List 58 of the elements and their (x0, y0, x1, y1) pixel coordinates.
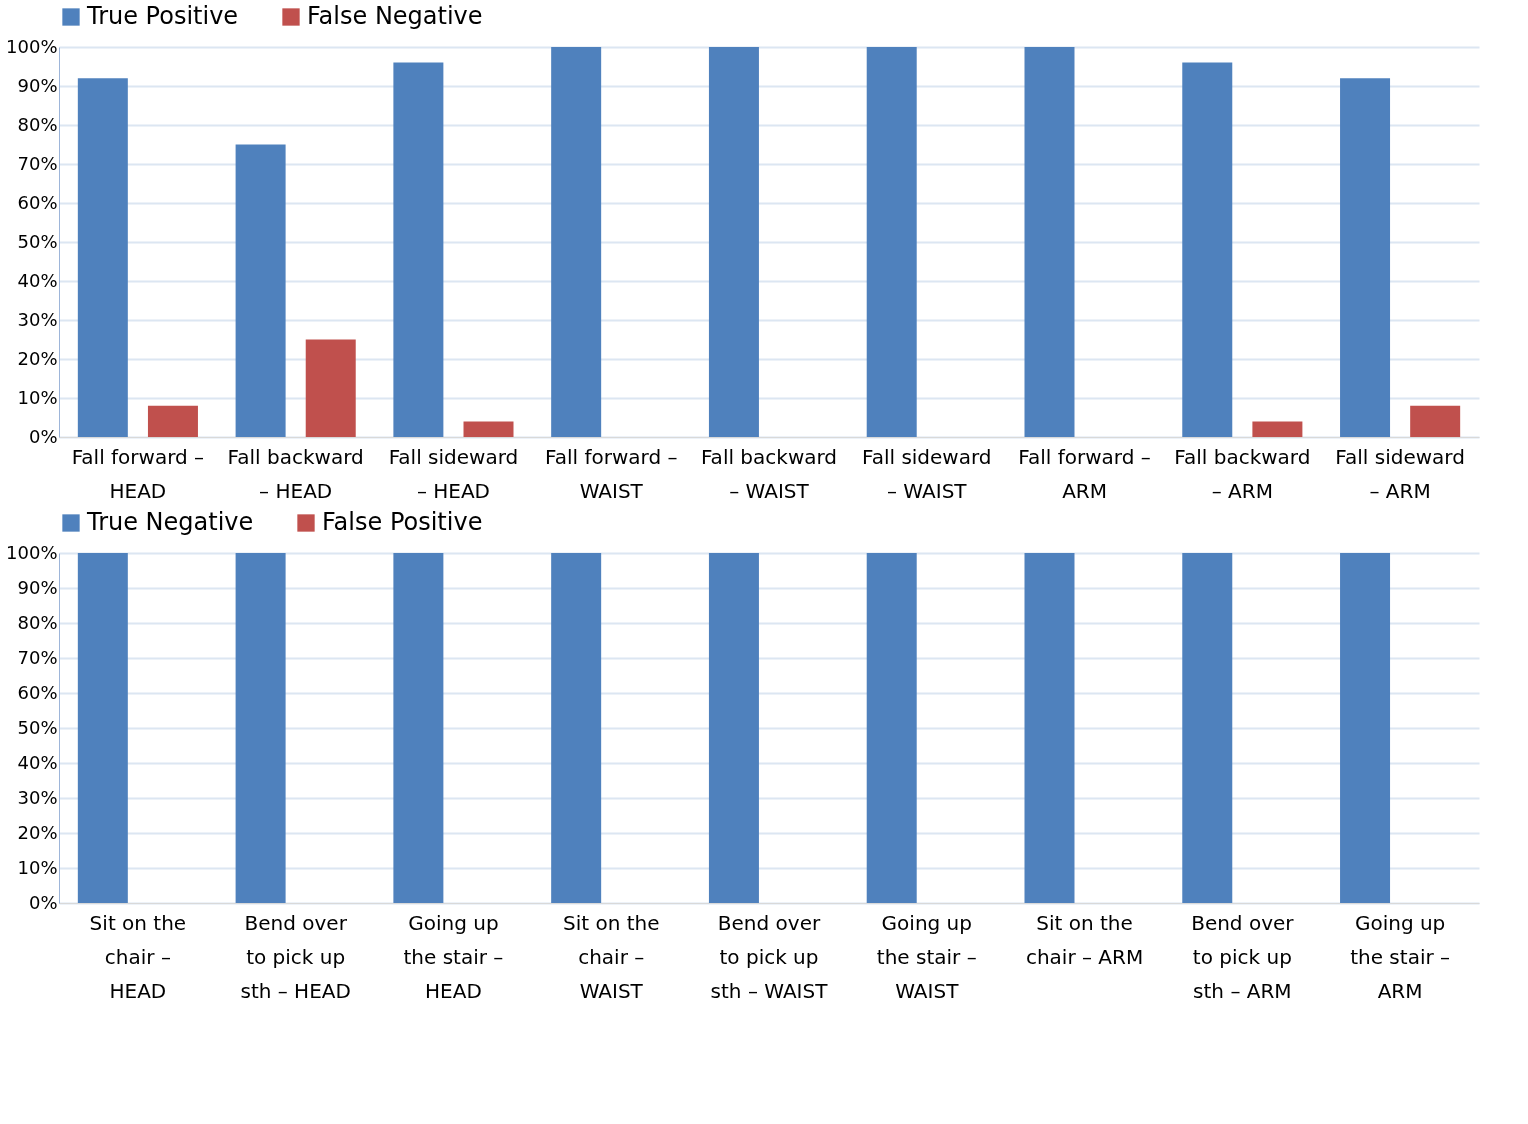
bar (551, 47, 602, 437)
bar (708, 47, 759, 437)
bar (147, 405, 198, 437)
y-tick-label: 30% (17, 786, 58, 808)
y-tick-label: 90% (17, 576, 58, 598)
y-tick-label: 10% (17, 856, 58, 878)
y-tick-label: 10% (17, 386, 58, 408)
y-tick-label: 50% (17, 230, 58, 252)
y-tick-label: 20% (17, 821, 58, 843)
legend-label: False Negative (307, 2, 483, 30)
y-tick-label: 80% (17, 113, 58, 135)
bar (393, 62, 444, 437)
y-tick-label: 0% (28, 891, 58, 913)
x-tick-label: Fall forward – HEAD (71, 444, 205, 503)
bar (1252, 421, 1303, 437)
y-tick-label: 30% (17, 308, 58, 330)
bar (1024, 47, 1075, 437)
y-tick-label: 70% (17, 646, 58, 668)
bar (1340, 78, 1391, 437)
x-tick-label: Going up the stair – WAIST (876, 910, 977, 1003)
x-tick-label: Fall sideward – ARM (1335, 444, 1465, 503)
x-tick-label: Bend over to pick up sth – WAIST (710, 910, 829, 1003)
bar (235, 144, 286, 437)
y-tick-label: 80% (17, 611, 58, 633)
x-tick-label: Fall sideward – WAIST (862, 444, 992, 503)
x-tick-label: Going up the stair – ARM (1350, 910, 1451, 1003)
y-tick-label: 60% (17, 681, 58, 703)
bar (77, 78, 128, 437)
x-tick-label: Fall backward – HEAD (227, 444, 364, 503)
y-tick-label: 50% (17, 716, 58, 738)
bar (866, 47, 917, 437)
legend-label: False Positive (322, 508, 483, 536)
x-tick-label: Fall backward – ARM (1174, 444, 1311, 503)
y-tick-label: 0% (28, 425, 58, 447)
x-tick-label: Fall sideward – HEAD (388, 444, 519, 503)
bar (305, 339, 356, 437)
x-tick-label: Fall forward – WAIST (545, 444, 678, 503)
x-tick-label: Sit on the chair – WAIST (562, 910, 660, 1003)
legend-label: True Negative (86, 508, 254, 536)
bar (463, 421, 514, 437)
bar (1410, 405, 1461, 437)
y-tick-label: 40% (17, 269, 58, 291)
y-tick-label: 70% (17, 152, 58, 174)
x-tick-label: Bend over to pick up sth – HEAD (240, 910, 351, 1003)
y-tick-label: 40% (17, 751, 58, 773)
y-tick-label: 100% (6, 541, 58, 563)
x-tick-label: Bend over to pick up sth – ARM (1191, 910, 1295, 1003)
x-tick-label: Fall forward – ARM (1018, 444, 1151, 503)
y-tick-label: 90% (17, 74, 58, 96)
x-tick-label: Sit on the chair – ARM (1025, 910, 1144, 969)
x-tick-label: Going up the stair – HEAD (403, 910, 504, 1003)
x-tick-label: Fall backward – WAIST (700, 444, 838, 503)
y-tick-label: 60% (17, 191, 58, 213)
y-tick-label: 100% (6, 35, 58, 57)
x-tick-label: Sit on the chair – HEAD (89, 910, 187, 1003)
y-tick-label: 20% (17, 347, 58, 369)
legend-label: True Positive (86, 2, 239, 30)
bar (1182, 62, 1233, 437)
